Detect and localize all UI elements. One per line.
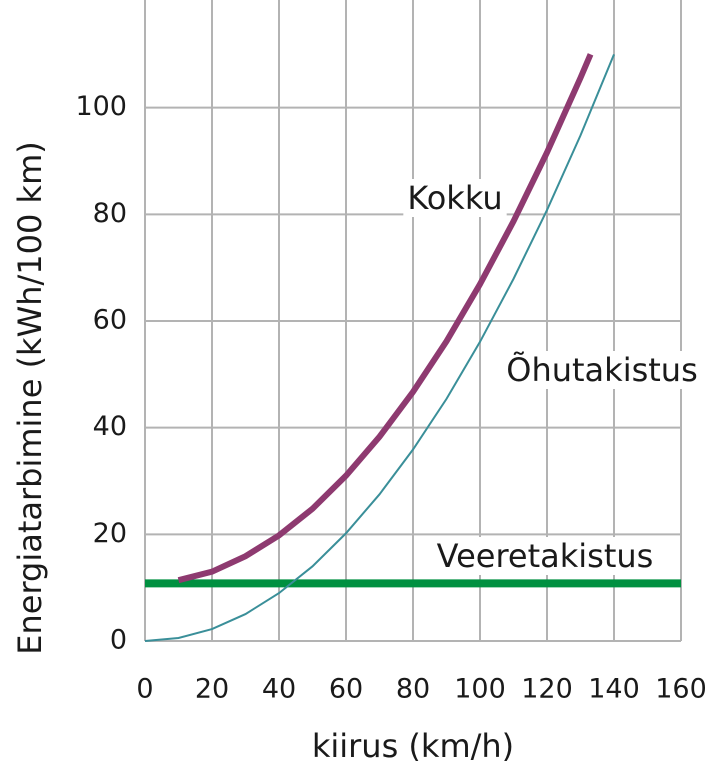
x-tick-label: 140 [588, 674, 640, 705]
y-tick-label: 80 [93, 198, 127, 229]
y-tick-label: 20 [93, 518, 127, 549]
label-background [432, 537, 658, 575]
x-tick-label: 160 [655, 674, 707, 705]
x-tick-label: 80 [396, 674, 430, 705]
series-label: Veeretakistus [437, 537, 654, 575]
label-background [403, 179, 507, 217]
series-line [144, 53, 615, 642]
x-tick-label: 100 [454, 674, 506, 705]
y-axis-label: Energiatarbimine (kWh/100 km) [11, 141, 49, 654]
x-axis-label: kiirus (km/h) [312, 727, 514, 765]
x-tick-label: 20 [195, 674, 229, 705]
y-tick-label: 0 [110, 625, 127, 656]
y-tick-label: 100 [75, 91, 127, 122]
label-background [502, 351, 702, 389]
series-label: Kokku [407, 179, 502, 217]
y-tick-label: 60 [93, 305, 127, 336]
x-tick-label: 40 [262, 674, 296, 705]
series-line [177, 53, 594, 584]
series-label: Õhutakistus [506, 351, 698, 389]
x-tick-label: 0 [136, 674, 153, 705]
y-tick-label: 40 [93, 411, 127, 442]
x-tick-label: 120 [521, 674, 573, 705]
x-tick-label: 60 [329, 674, 363, 705]
